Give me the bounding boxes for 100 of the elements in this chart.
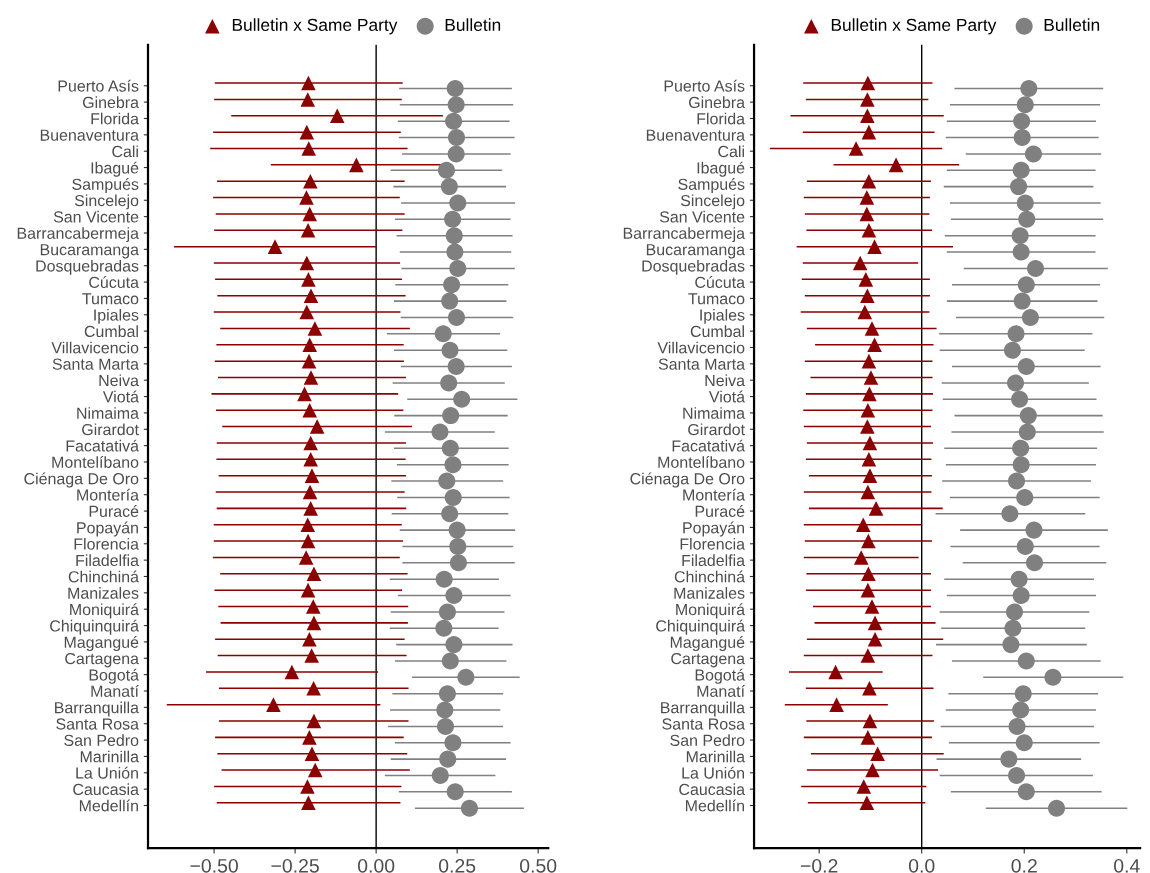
y-tick-label: Florida	[91, 112, 139, 125]
y-tick-label: Manizales	[674, 587, 745, 599]
y-tick-label: La Unión	[682, 766, 744, 779]
y-tick-label: Facatativá	[672, 439, 746, 452]
y-tick-label: Barrancabermeja	[17, 227, 139, 243]
y-tick-label: Popayán	[77, 521, 138, 537]
y-tick-label: Tumaco	[82, 293, 139, 305]
y-tick-label: Manizales	[68, 587, 139, 599]
y-tick-label: Chiquinquirá	[50, 619, 139, 635]
y-tick-label: Caucasia	[73, 783, 139, 796]
y-tick-label: Villavicencio	[51, 341, 139, 354]
y-tick-label: Chinchiná	[674, 570, 746, 583]
y-tick-label: Santa Rosa	[56, 718, 139, 730]
y-tick-label: Moniquirá	[676, 603, 746, 619]
y-tick-label: Ibagué	[91, 161, 139, 177]
y-tick-label: Ginebra	[82, 96, 139, 109]
y-tick-label: Filadelfia	[682, 554, 746, 567]
y-tick-label: Marinilla	[686, 750, 746, 763]
y-tick-label: Popayán	[683, 521, 744, 537]
y-tick-label: Sampués	[72, 178, 139, 194]
y-tick-label: Santa Marta	[658, 358, 746, 370]
y-tick-label: Puerto Asís	[58, 79, 139, 92]
x-tick-label: 0.50	[520, 858, 557, 873]
y-tick-label: Dosquebradas	[36, 259, 139, 275]
y-tick-label: Dosquebradas	[642, 259, 745, 275]
x-tick-label: −0.50	[190, 858, 238, 873]
y-tick-label: Barrancabermeja	[623, 227, 746, 243]
legend-label: Bulletin x Same Party	[232, 18, 398, 35]
y-tick-label: Sincelejo	[680, 194, 745, 210]
y-tick-label: Girardot	[688, 423, 745, 436]
y-tick-label: Ipiales	[94, 308, 139, 324]
y-tick-label: Montelíbano	[658, 456, 745, 468]
x-tick-label: 0.0	[908, 858, 935, 873]
y-tick-label: Ciénaga De Oro	[24, 472, 139, 488]
y-tick-label: Buenaventura	[646, 129, 746, 141]
y-tick-label: Ibagué	[697, 161, 745, 177]
y-tick-label: Caucasia	[679, 783, 746, 796]
y-tick-label: San Vicente	[659, 210, 745, 223]
y-tick-label: San Vicente	[53, 210, 139, 223]
y-tick-label: Barranquilla	[55, 701, 139, 717]
y-tick-label: Villavicencio	[657, 341, 745, 354]
y-tick-label: Neiva	[99, 374, 139, 387]
y-tick-label: Nimaima	[683, 407, 746, 419]
y-tick-label: Ipiales	[700, 308, 745, 324]
legend-label: Bulletin	[1044, 18, 1100, 32]
y-tick-label: Viotá	[102, 390, 139, 403]
y-tick-label: Tumaco	[688, 293, 745, 305]
y-tick-label: Puracé	[695, 505, 745, 518]
y-tick-label: Bucaramanga	[646, 244, 746, 259]
legend-label: Bulletin x Same Party	[831, 18, 997, 35]
y-tick-label: Chiquinquirá	[656, 619, 746, 635]
y-tick-label: Sincelejo	[74, 194, 139, 210]
y-tick-label: Bogotá	[89, 668, 139, 684]
y-tick-label: Santa Marta	[52, 358, 139, 370]
y-tick-label: Cali	[718, 145, 744, 158]
y-tick-label: Manatí	[697, 685, 745, 697]
y-tick-label: Barranquilla	[661, 701, 746, 717]
y-tick-label: Moniquirá	[70, 603, 139, 619]
y-tick-label: Montería	[77, 488, 139, 501]
y-tick-label: Puracé	[89, 505, 139, 518]
x-tick-label: 0.25	[438, 858, 476, 873]
y-tick-label: Medellín	[79, 799, 138, 812]
y-tick-label: Girardot	[82, 423, 139, 436]
y-tick-label: Florida	[697, 112, 746, 125]
y-tick-label: Santa Rosa	[662, 718, 746, 730]
y-tick-label: Florencia	[680, 537, 746, 550]
y-tick-label: Florencia	[74, 537, 139, 550]
y-tick-label: Cumbal	[84, 325, 138, 338]
y-tick-label: Medellín	[685, 799, 744, 812]
y-tick-label: Filadelfia	[76, 554, 139, 567]
x-tick-label: −0.2	[800, 858, 838, 873]
y-tick-label: San Pedro	[64, 734, 139, 747]
y-tick-label: Cúcuta	[695, 276, 746, 288]
x-tick-label: 0.4	[1114, 858, 1140, 873]
y-tick-label: Cartagena	[65, 652, 139, 668]
y-tick-label: Magangué	[670, 636, 745, 652]
y-tick-label: San Pedro	[670, 734, 745, 747]
y-tick-label: Magangué	[64, 636, 139, 652]
y-tick-label: Neiva	[705, 374, 746, 387]
y-tick-label: Nimaima	[77, 407, 139, 419]
y-tick-label: Manatí	[91, 685, 139, 697]
y-tick-label: La Unión	[76, 766, 138, 779]
y-tick-label: Cúcuta	[89, 276, 139, 288]
y-tick-label: Cali	[112, 145, 138, 158]
y-tick-label: Buenaventura	[40, 129, 139, 141]
y-tick-label: Sampués	[678, 178, 745, 194]
y-tick-label: Cartagena	[671, 652, 746, 668]
y-tick-label: Bucaramanga	[40, 244, 139, 259]
y-tick-label: Montería	[683, 488, 746, 501]
y-tick-label: Puerto Asís	[664, 79, 745, 92]
y-tick-label: Chinchiná	[68, 570, 139, 583]
y-tick-label: Montelíbano	[52, 456, 139, 468]
x-tick-label: 0.00	[357, 858, 395, 873]
y-tick-label: Cumbal	[690, 325, 744, 338]
y-tick-label: Viotá	[708, 390, 746, 403]
y-tick-label: Ciénaga De Oro	[630, 472, 745, 488]
x-tick-label: −0.25	[271, 858, 319, 873]
y-tick-label: Ginebra	[689, 96, 746, 109]
legend-label: Bulletin	[445, 18, 501, 32]
y-tick-label: Bogotá	[695, 668, 746, 684]
